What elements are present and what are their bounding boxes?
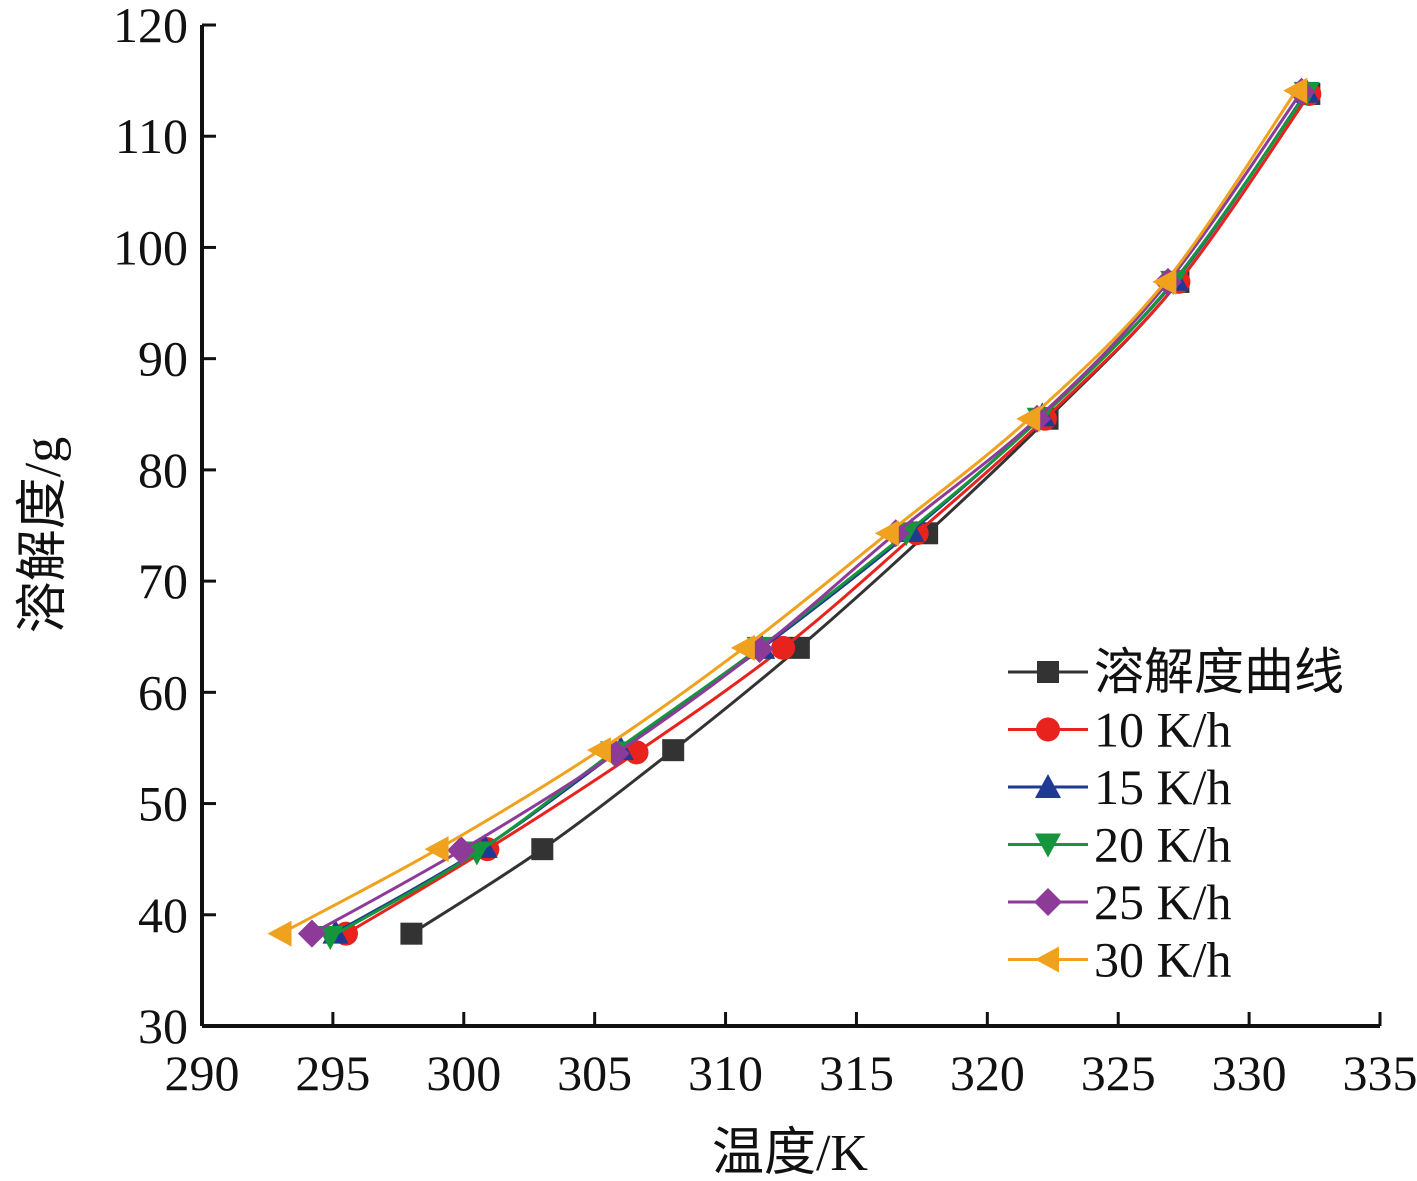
legend-marker — [1035, 774, 1061, 798]
data-point — [1283, 77, 1308, 104]
x-tick-label: 315 — [819, 1045, 894, 1101]
data-point — [662, 739, 685, 762]
y-tick-label: 110 — [115, 108, 188, 164]
legend-item: 25 K/h — [1008, 874, 1232, 930]
data-point — [267, 920, 292, 947]
legend-marker — [1037, 661, 1059, 683]
data-point — [400, 922, 423, 945]
legend-label: 25 K/h — [1094, 874, 1232, 930]
data-point — [771, 635, 796, 660]
data-point — [1152, 268, 1177, 295]
series-5 — [267, 77, 1308, 947]
legend-item: 20 K/h — [1008, 817, 1232, 873]
x-tick-label: 290 — [165, 1045, 240, 1101]
y-tick-label: 120 — [113, 0, 188, 53]
legend-marker — [1035, 946, 1059, 973]
y-tick-label: 90 — [138, 331, 188, 387]
legend-label: 15 K/h — [1094, 759, 1232, 815]
data-point — [297, 919, 326, 948]
y-axis-title: 溶解度/g — [15, 437, 72, 633]
series-layer — [267, 77, 1322, 951]
y-tick-label: 100 — [113, 219, 188, 275]
data-point — [730, 634, 755, 661]
y-tick-label: 70 — [138, 553, 188, 609]
x-tick-label: 310 — [688, 1045, 763, 1101]
legend-label: 10 K/h — [1094, 702, 1232, 758]
x-tick-label: 300 — [426, 1045, 501, 1101]
y-tick-label: 50 — [138, 776, 188, 832]
legend-item: 30 K/h — [1008, 932, 1232, 988]
x-tick-label: 320 — [950, 1045, 1025, 1101]
data-point — [874, 520, 899, 547]
x-tick-label: 305 — [557, 1045, 632, 1101]
axes: 290 295 300 305 310 315 320 325 330 335 30 40 50 60 70… — [113, 0, 1417, 1101]
legend-item: 10 K/h — [1008, 702, 1232, 758]
legend-label: 20 K/h — [1094, 817, 1232, 873]
y-tick-label: 80 — [138, 442, 188, 498]
data-point — [447, 836, 476, 865]
legend-marker — [1035, 833, 1061, 858]
y-tick-label: 30 — [138, 998, 188, 1054]
x-axis-title: 温度/K — [712, 1125, 868, 1181]
x-tick-label: 330 — [1212, 1045, 1287, 1101]
data-point — [424, 836, 449, 863]
data-point — [586, 737, 611, 764]
data-point — [1016, 405, 1041, 432]
x-tick-label: 325 — [1081, 1045, 1156, 1101]
legend-label: 30 K/h — [1094, 932, 1232, 988]
data-point — [531, 838, 554, 861]
legend-item: 15 K/h — [1008, 759, 1232, 815]
x-tick-label: 295 — [295, 1045, 370, 1101]
y-tick-label: 40 — [138, 887, 188, 943]
legend-item: 溶解度曲线 — [1008, 644, 1344, 700]
legend-label: 溶解度曲线 — [1094, 644, 1344, 700]
y-tick-label: 60 — [138, 664, 188, 720]
x-tick-label: 335 — [1343, 1045, 1417, 1101]
legend-marker — [1034, 888, 1062, 916]
legend-marker — [1036, 717, 1060, 742]
